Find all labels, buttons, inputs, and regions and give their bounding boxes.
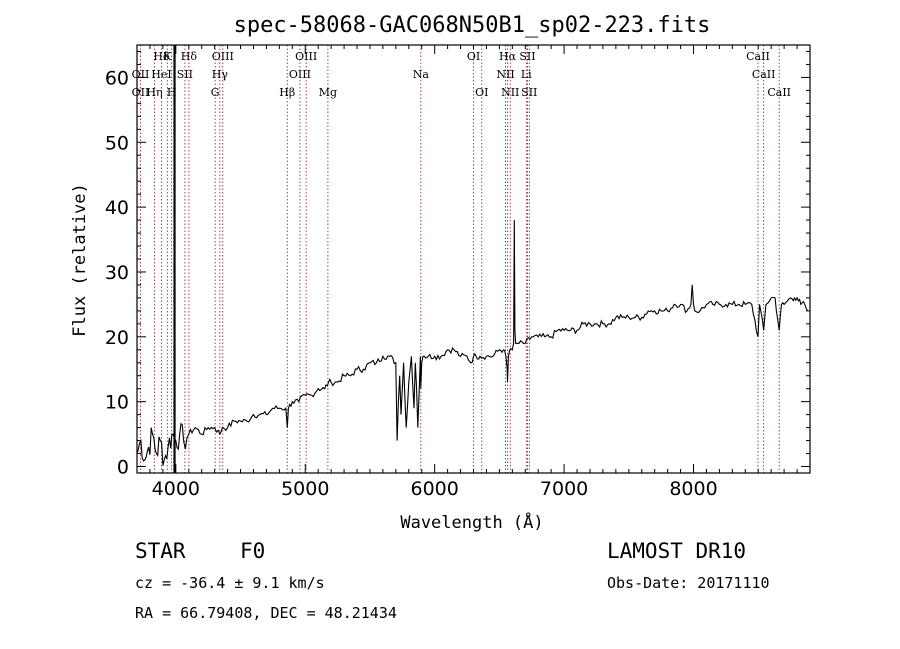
- line-label-2-3: Hγ: [212, 68, 229, 81]
- y-tick-label-10: 10: [105, 392, 129, 414]
- line-label-1-0: Hδ: [153, 50, 170, 63]
- y-axis-label: Flux (relative): [70, 183, 90, 337]
- line-label-1-7: SII: [519, 50, 535, 63]
- y-tick-label-50: 50: [105, 132, 129, 154]
- line-label-3-1: Hη: [146, 86, 162, 99]
- line-label-3-5: Mg: [319, 86, 337, 99]
- line-label-2-8: CaII: [752, 68, 776, 81]
- chart-title: spec-58068-GAC068N50B1_sp02-223.fits: [234, 13, 711, 38]
- y-tick-label-30: 30: [105, 262, 129, 284]
- x-tick-label-8000: 8000: [669, 478, 717, 500]
- line-label-2-0: OII: [132, 68, 150, 81]
- object-class: STAR: [135, 539, 186, 563]
- line-label-1-8: CaII: [746, 50, 770, 63]
- x-tick-label-5000: 5000: [281, 478, 329, 500]
- y-tick-label-0: 0: [117, 457, 129, 479]
- line-label-2-5: Na: [413, 68, 430, 81]
- line-label-3-8: SII: [521, 86, 537, 99]
- y-tick-label-60: 60: [105, 67, 129, 89]
- line-label-3-6: OI: [475, 86, 488, 99]
- line-label-2-4: OIII: [289, 68, 311, 81]
- y-tick-label-20: 20: [105, 327, 129, 349]
- y-tick-label-40: 40: [105, 197, 129, 219]
- object-subclass: F0: [240, 539, 266, 563]
- survey-name: LAMOST DR10: [607, 539, 747, 563]
- line-label-3-7: NII: [501, 86, 519, 99]
- line-label-3-0: OII: [132, 86, 150, 99]
- x-tick-label-7000: 7000: [540, 478, 588, 500]
- line-label-2-7: Li: [521, 68, 532, 81]
- x-axis-label: Wavelength (Å): [400, 511, 543, 533]
- redshift-value: cz = -36.4 ± 9.1 km/s: [135, 574, 325, 592]
- line-label-1-3: OIII: [212, 50, 234, 63]
- coordinates: RA = 66.79408, DEC = 48.21434: [135, 604, 397, 622]
- line-label-3-9: CaII: [767, 86, 791, 99]
- line-label-3-2: H: [167, 86, 177, 99]
- line-label-3-3: G: [211, 86, 220, 99]
- line-label-3-4: Hβ: [279, 86, 295, 99]
- spectrum-line: [136, 220, 808, 466]
- line-label-1-1: K: [163, 50, 172, 63]
- spectral-line-markers: [140, 45, 780, 473]
- line-label-2-1: HeI: [151, 68, 171, 81]
- line-label-2-2: SII: [177, 68, 193, 81]
- x-tick-label-4000: 4000: [152, 478, 200, 500]
- line-label-1-5: OI: [467, 50, 480, 63]
- x-tick-label-6000: 6000: [410, 478, 458, 500]
- line-label-1-6: Hα: [499, 50, 517, 63]
- y-axis-ticks: 0 10 20 30 40 50 60: [105, 50, 810, 479]
- line-label-2-6: NII: [496, 68, 514, 81]
- line-label-1-2: Hδ: [181, 50, 198, 63]
- observation-date: Obs-Date: 20171110: [607, 574, 770, 592]
- x-axis-ticks: 4000 5000 6000 7000 8000: [149, 45, 798, 500]
- line-label-1-4: OIII: [295, 50, 317, 63]
